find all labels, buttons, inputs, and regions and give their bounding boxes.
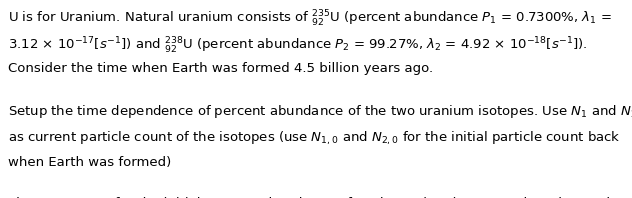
- Text: U is for Uranium. Natural uranium consists of $^{235}_{92}$U (percent abundance : U is for Uranium. Natural uranium consis…: [8, 9, 612, 29]
- Text: Consider the time when Earth was formed 4.5 billion years ago.: Consider the time when Earth was formed …: [8, 62, 433, 75]
- Text: as current particle count of the isotopes (use $N_{1,0}$ and $N_{2,0}$ for the i: as current particle count of the isotope…: [8, 130, 620, 147]
- Text: when Earth was formed): when Earth was formed): [8, 156, 171, 169]
- Text: 3.12 $\times$ 10$^{-17}$[$s^{-1}$]) and $^{238}_{92}$U (percent abundance $P_2$ : 3.12 $\times$ 10$^{-17}$[$s^{-1}$]) and …: [8, 36, 587, 56]
- Text: Then, Compute for the initial percent abundance of each uranium isotopes when th: Then, Compute for the initial percent ab…: [8, 197, 632, 198]
- Text: Setup the time dependence of percent abundance of the two uranium isotopes. Use : Setup the time dependence of percent abu…: [8, 103, 632, 120]
